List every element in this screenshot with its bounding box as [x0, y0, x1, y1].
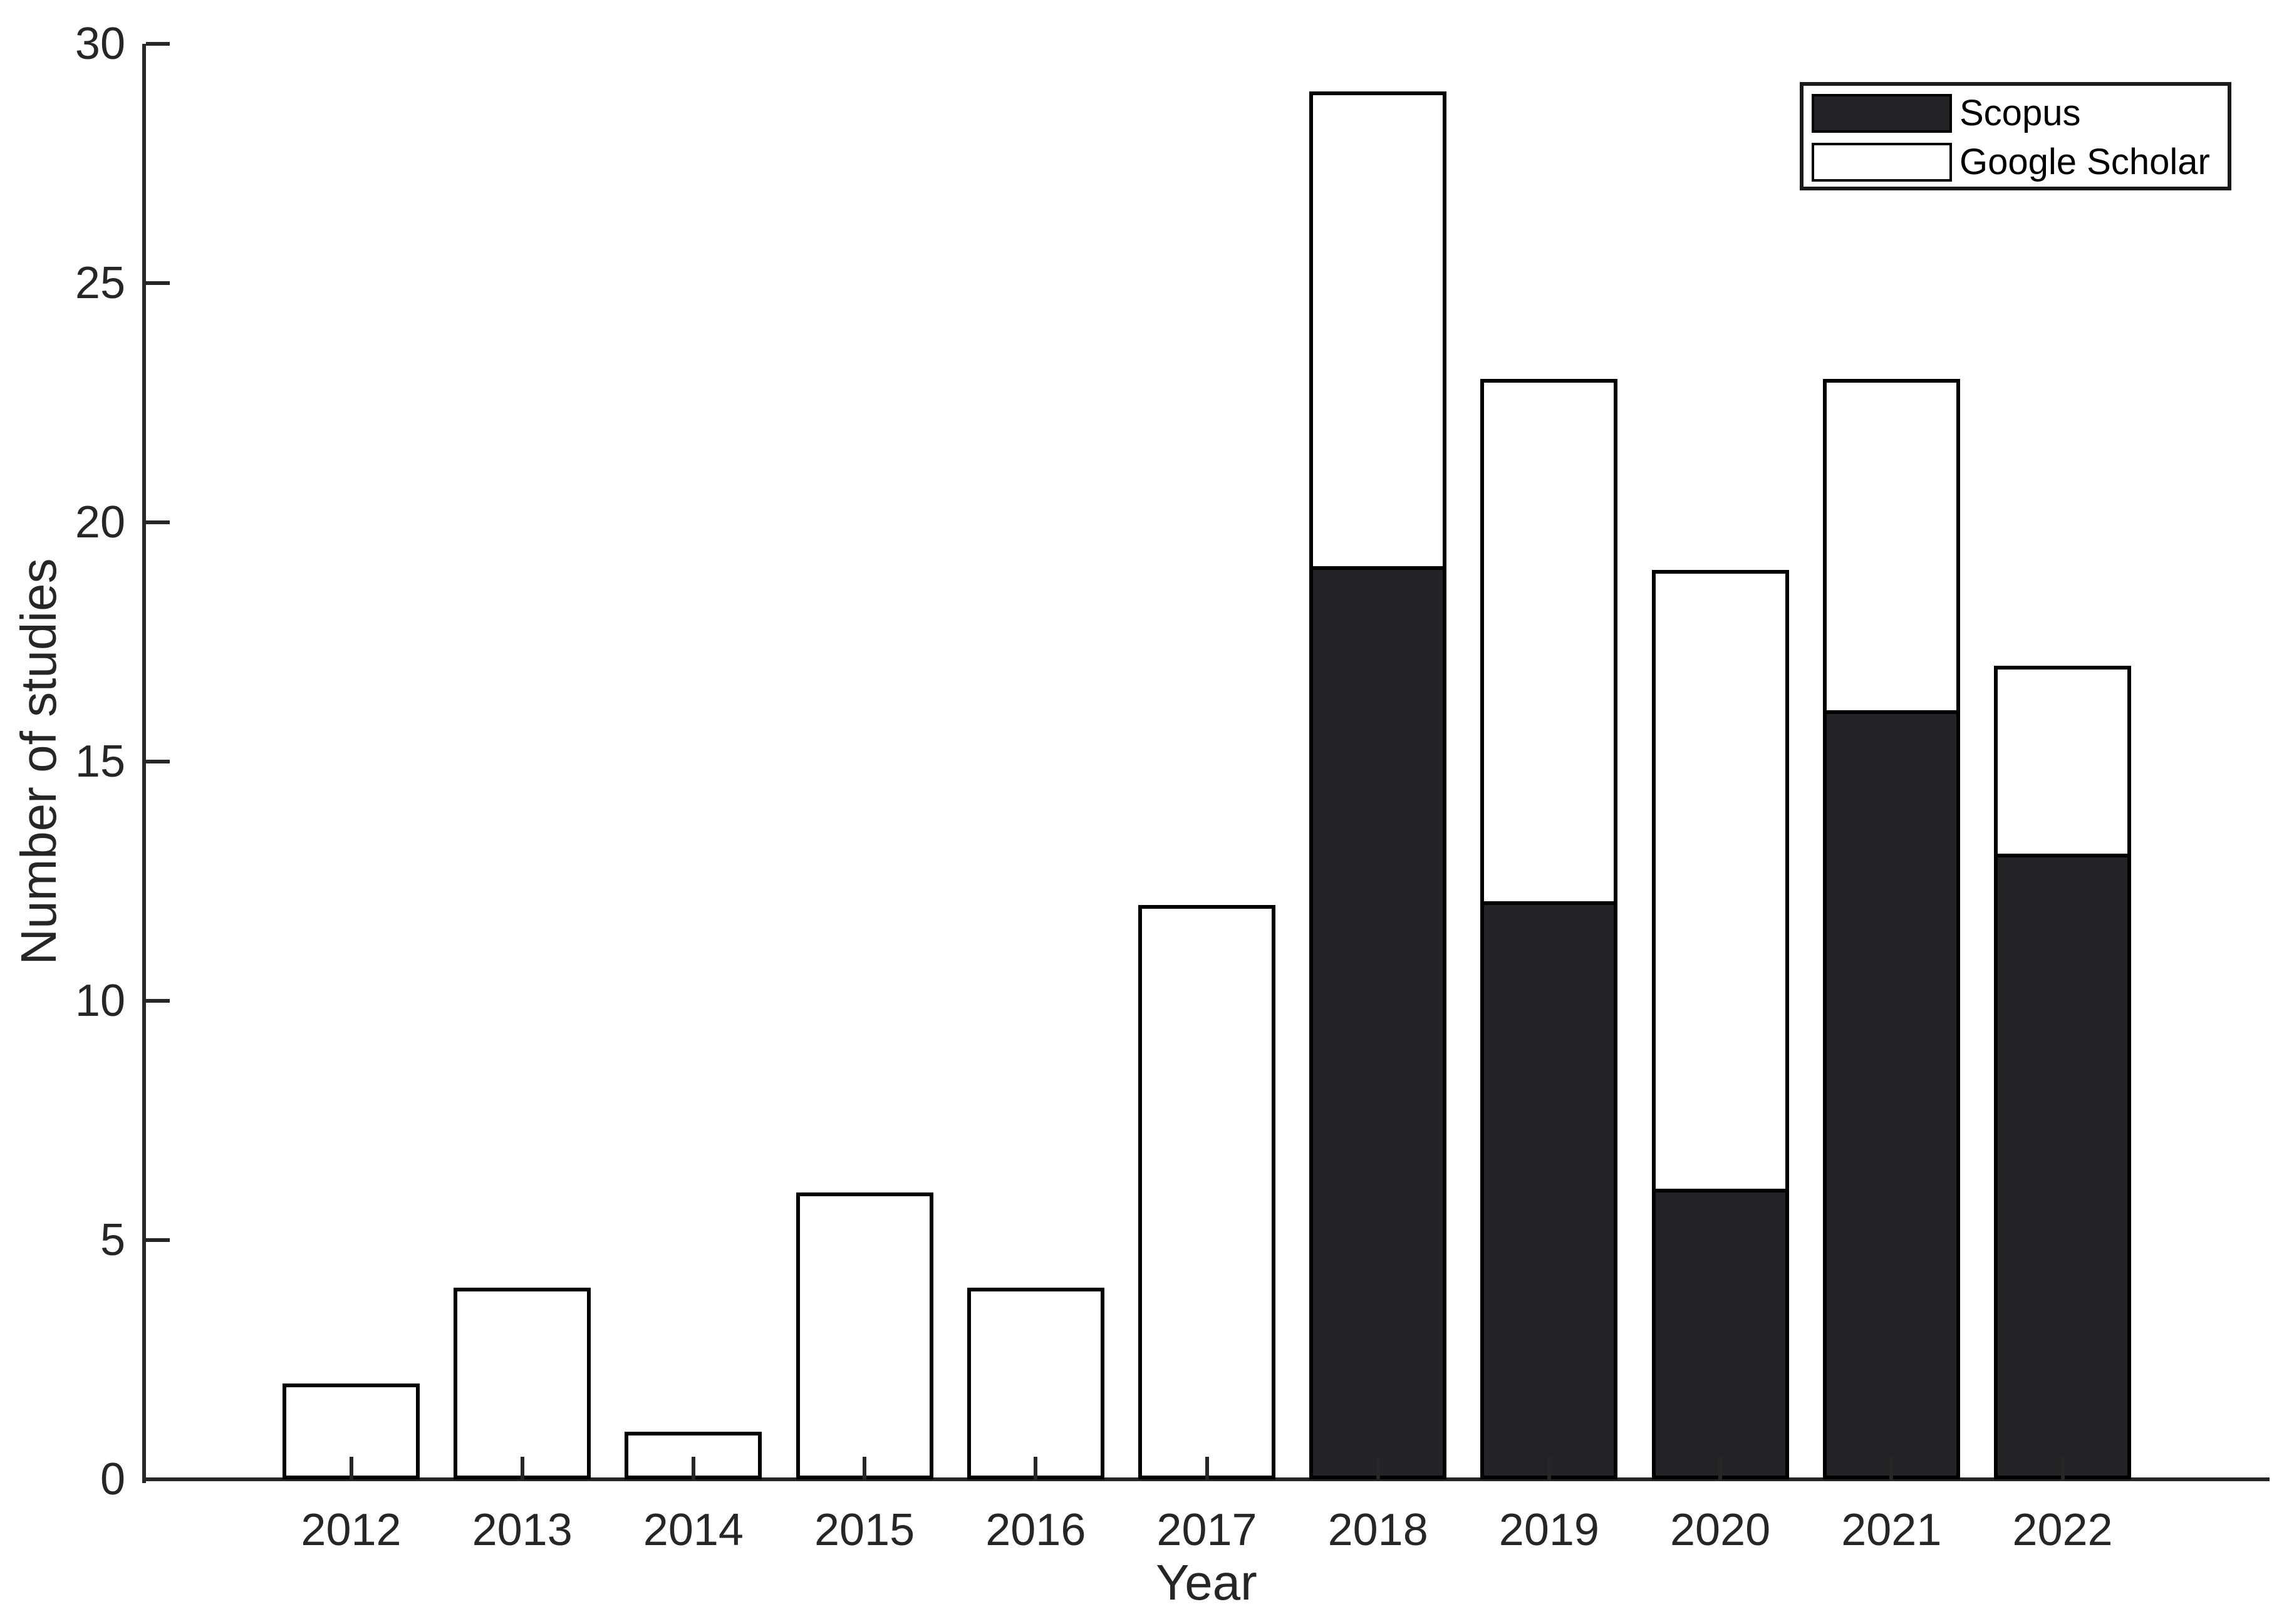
bar-2015-google-scholar-segment — [796, 1192, 933, 1479]
bar-2020-scopus-segment — [1651, 1192, 1789, 1479]
x-tick-2021 — [1889, 1457, 1894, 1479]
y-tick-5 — [146, 1238, 170, 1242]
legend: Scopus Google Scholar — [1800, 82, 2231, 190]
bar-2013-google-scholar-segment — [454, 1288, 591, 1479]
y-axis-line — [142, 44, 146, 1483]
y-tick-label-25: 25 — [75, 258, 125, 308]
y-tick-label-15: 15 — [75, 737, 125, 787]
x-tick-2022 — [2060, 1457, 2065, 1479]
bar-2022-google-scholar-segment — [1994, 666, 2131, 857]
x-tick-label-2018: 2018 — [1327, 1505, 1428, 1555]
bar-2021-google-scholar-segment — [1822, 378, 1960, 714]
legend-label-google-scholar: Google Scholar — [1959, 142, 2210, 182]
y-tick-label-30: 30 — [75, 19, 125, 69]
x-axis-title: Year — [1156, 1554, 1257, 1610]
y-tick-10 — [146, 999, 170, 1003]
x-tick-label-2017: 2017 — [1156, 1505, 1257, 1555]
y-tick-label-5: 5 — [100, 1215, 125, 1265]
x-tick-2019 — [1547, 1457, 1551, 1479]
x-tick-2014 — [691, 1457, 695, 1479]
x-tick-label-2015: 2015 — [814, 1505, 915, 1555]
x-tick-label-2012: 2012 — [301, 1505, 402, 1555]
y-tick-label-0: 0 — [100, 1454, 125, 1504]
x-axis-line — [142, 1477, 2270, 1481]
x-tick-label-2020: 2020 — [1670, 1505, 1771, 1555]
bar-2018-scopus-segment — [1309, 570, 1447, 1479]
bar-2021-scopus-segment — [1822, 713, 1960, 1479]
legend-swatch-google-scholar — [1812, 143, 1952, 182]
x-tick-label-2019: 2019 — [1498, 1505, 1599, 1555]
x-tick-2016 — [1034, 1457, 1038, 1479]
y-tick-label-20: 20 — [75, 497, 125, 547]
x-tick-label-2021: 2021 — [1841, 1505, 1942, 1555]
y-tick-30 — [146, 42, 170, 46]
bar-2019-google-scholar-segment — [1480, 378, 1618, 906]
y-tick-25 — [146, 281, 170, 285]
y-tick-label-10: 10 — [75, 976, 125, 1026]
x-tick-2013 — [520, 1457, 524, 1479]
x-tick-2018 — [1376, 1457, 1380, 1479]
x-tick-2020 — [1718, 1457, 1723, 1479]
bar-2020-google-scholar-segment — [1651, 570, 1789, 1192]
x-tick-label-2013: 2013 — [472, 1505, 573, 1555]
x-tick-label-2014: 2014 — [643, 1505, 744, 1555]
bar-2022-scopus-segment — [1994, 857, 2131, 1479]
x-tick-2015 — [863, 1457, 867, 1479]
bar-2017-google-scholar-segment — [1138, 905, 1275, 1479]
bar-2018-google-scholar-segment — [1309, 91, 1447, 571]
legend-swatch-scopus — [1812, 94, 1952, 133]
y-tick-15 — [146, 760, 170, 763]
legend-label-scopus: Scopus — [1959, 93, 2081, 133]
bar-2016-google-scholar-segment — [967, 1288, 1104, 1479]
x-tick-label-2022: 2022 — [2012, 1505, 2113, 1555]
bar-2019-scopus-segment — [1480, 905, 1618, 1479]
x-tick-2012 — [349, 1457, 353, 1479]
y-tick-20 — [146, 520, 170, 524]
x-tick-2017 — [1205, 1457, 1209, 1479]
x-tick-label-2016: 2016 — [985, 1505, 1086, 1555]
